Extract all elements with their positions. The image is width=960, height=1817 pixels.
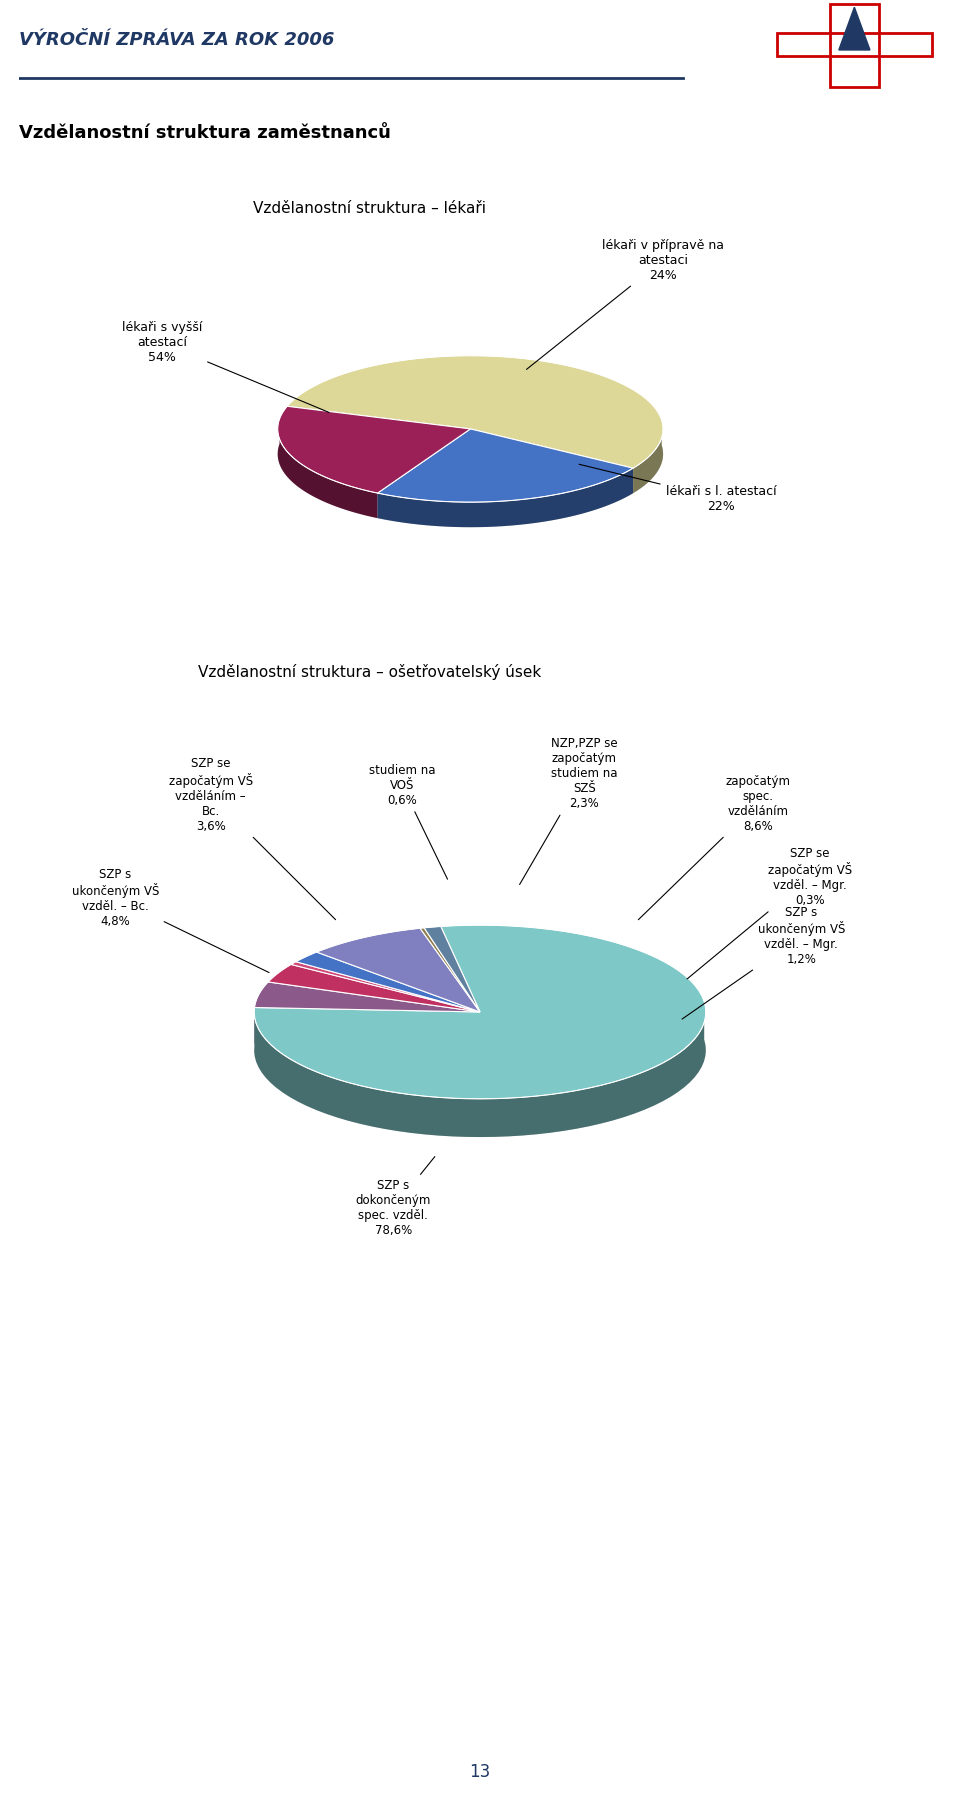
Text: SZP s
ukončeným VŠ
vzděl. – Mgr.
1,2%: SZP s ukončeným VŠ vzděl. – Mgr. 1,2% [682, 907, 845, 1019]
Polygon shape [287, 356, 663, 469]
Text: lékaři s vyšší
atestací
54%: lékaři s vyšší atestací 54% [122, 322, 329, 412]
Polygon shape [377, 469, 633, 527]
Text: studiem na
VOŠ
0,6%: studiem na VOŠ 0,6% [369, 763, 447, 879]
Polygon shape [254, 963, 706, 1137]
Polygon shape [254, 925, 706, 1099]
Polygon shape [254, 981, 480, 1012]
Polygon shape [277, 382, 663, 527]
Polygon shape [424, 927, 480, 1012]
Text: lékaři v přípravě na
atestaci
24%: lékaři v přípravě na atestaci 24% [526, 238, 724, 369]
Text: Vzdělanostní struktura – ošetřovatelský úsek: Vzdělanostní struktura – ošetřovatelský … [198, 665, 541, 680]
Text: SZP s
ukončeným VŠ
vzděl. – Bc.
4,8%: SZP s ukončeným VŠ vzděl. – Bc. 4,8% [71, 869, 269, 972]
Polygon shape [277, 407, 470, 492]
Text: Vzdělanostní struktura zaměstnanců: Vzdělanostní struktura zaměstnanců [19, 124, 391, 142]
Text: Vzdělanostní struktura – lékaři: Vzdělanostní struktura – lékaři [252, 202, 486, 216]
Text: VÝROČNÍ ZPRÁVA ZA ROK 2006: VÝROČNÍ ZPRÁVA ZA ROK 2006 [19, 31, 335, 49]
Polygon shape [633, 420, 663, 492]
Polygon shape [277, 418, 377, 518]
Text: 13: 13 [469, 1762, 491, 1781]
Polygon shape [254, 1001, 706, 1137]
Polygon shape [254, 999, 256, 1047]
Text: započatým
spec.
vzděláním
8,6%: započatým spec. vzděláním 8,6% [638, 774, 790, 919]
Polygon shape [268, 965, 480, 1012]
Polygon shape [291, 961, 480, 1012]
Polygon shape [296, 952, 480, 1012]
Text: SZP se
započatým VŠ
vzděl. – Mgr.
0,3%: SZP se započatým VŠ vzděl. – Mgr. 0,3% [687, 847, 852, 979]
Text: lékaři s l. atestací
22%: lékaři s l. atestací 22% [579, 465, 777, 512]
Polygon shape [317, 928, 480, 1012]
Text: SZP se
započatým VŠ
vzděláním –
Bc.
3,6%: SZP se započatým VŠ vzděláním – Bc. 3,6% [169, 758, 336, 919]
Polygon shape [839, 7, 870, 49]
Polygon shape [377, 429, 633, 501]
Polygon shape [420, 928, 480, 1012]
Text: NZP,PZP se
započatým
studiem na
SZŠ
2,3%: NZP,PZP se započatým studiem na SZŠ 2,3% [519, 738, 617, 885]
Text: SZP s
dokončeným
spec. vzděl.
78,6%: SZP s dokončeným spec. vzděl. 78,6% [355, 1157, 435, 1237]
